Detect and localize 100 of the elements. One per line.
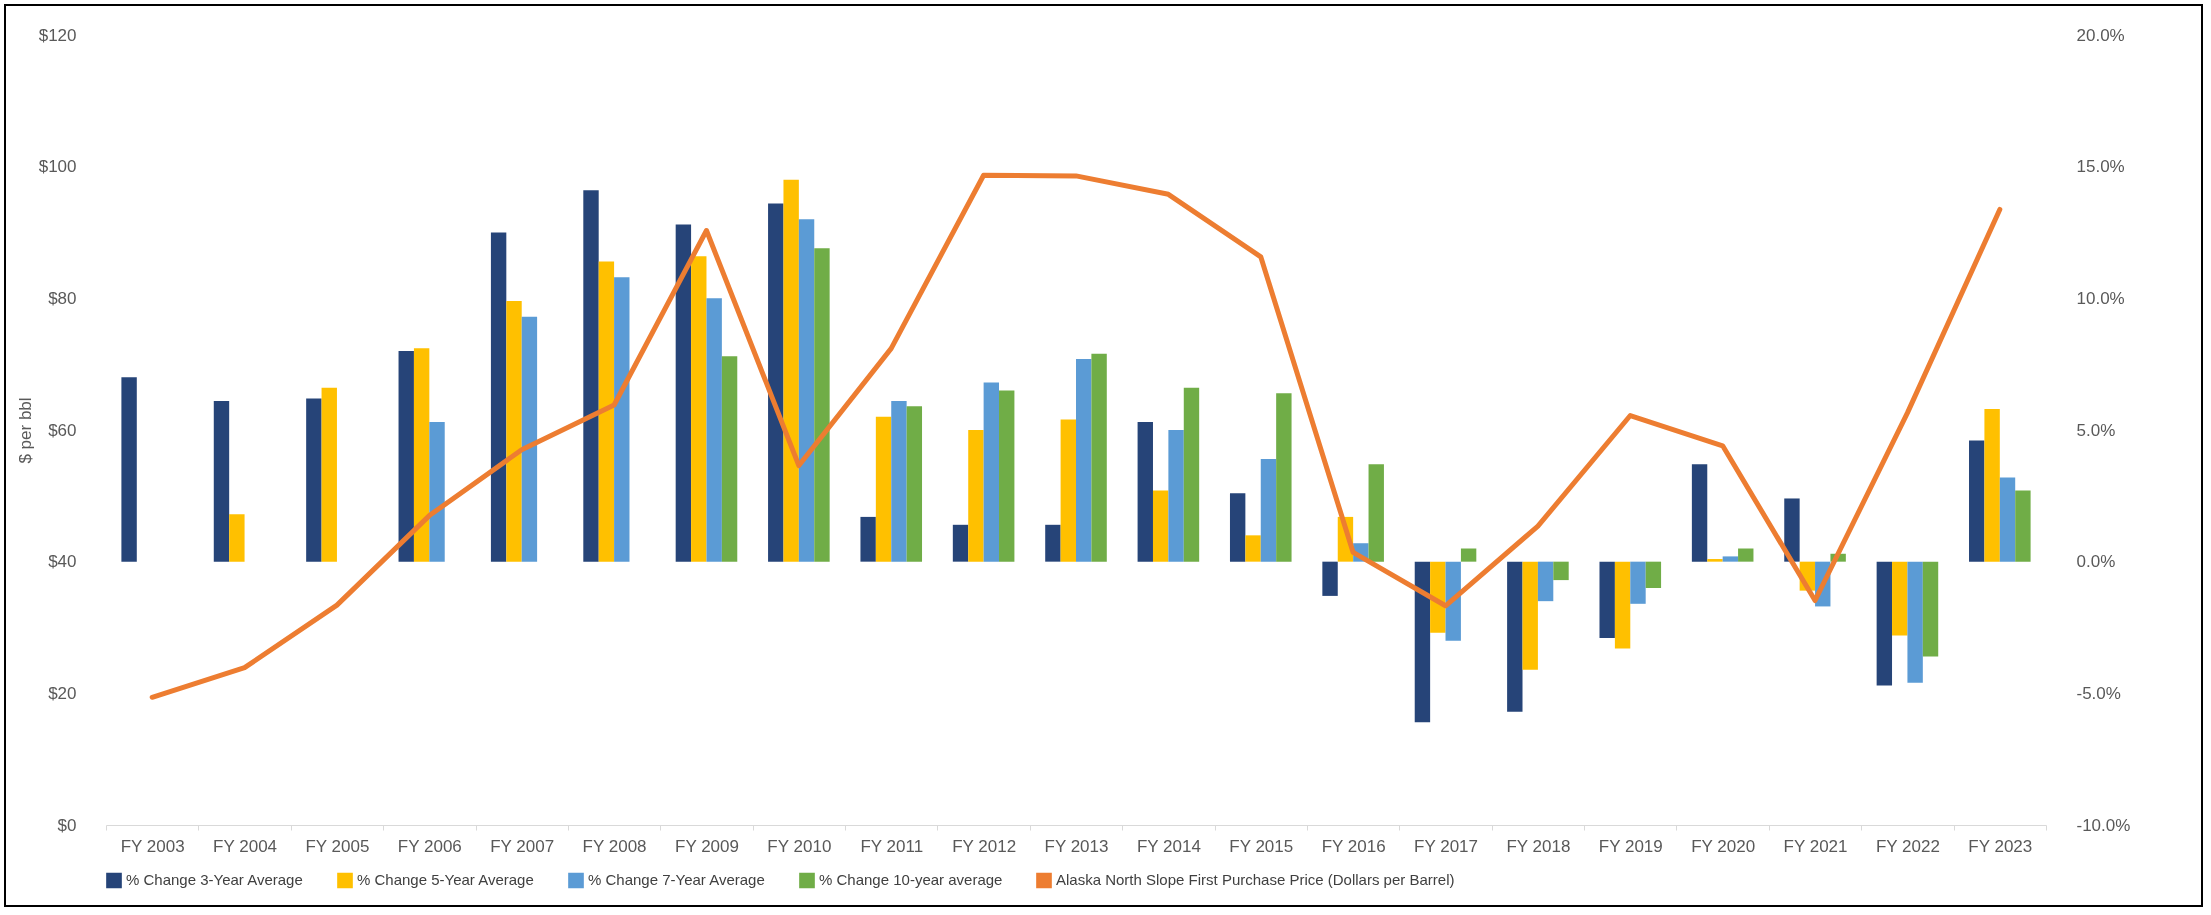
bar [506, 300, 522, 562]
bar [1045, 524, 1061, 562]
x-tick-label: FY 2006 [397, 836, 462, 856]
y2-tick-label: 15.0% [2076, 157, 2125, 177]
bar [1984, 408, 2000, 562]
y-tick-label: $0 [57, 815, 77, 835]
bar [1322, 561, 1338, 596]
bar [1999, 477, 2016, 562]
bar [398, 351, 414, 562]
bar [814, 248, 830, 562]
bar [983, 382, 1000, 562]
y-tick-label: $60 [48, 420, 77, 440]
bar [952, 524, 969, 562]
bar [598, 261, 615, 562]
y-tick-label: $40 [48, 552, 77, 572]
y-tick-label: $120 [38, 25, 77, 45]
bar [1691, 464, 1708, 562]
x-tick-label: FY 2010 [767, 836, 832, 856]
y2-tick-label: -5.0% [2076, 683, 2121, 703]
bar [875, 416, 892, 562]
bar [1168, 430, 1184, 562]
y2-tick-label: -10.0% [2076, 815, 2131, 835]
legend-label: % Change 10-year average [819, 871, 1003, 889]
bar [306, 398, 322, 562]
bar [521, 316, 538, 562]
bar [675, 224, 692, 562]
bar [1784, 498, 1800, 562]
bar [1276, 393, 1292, 562]
x-tick-label: FY 2013 [1044, 836, 1109, 856]
bar [721, 356, 738, 562]
x-tick-label: FY 2011 [860, 836, 924, 856]
x-tick-label: FY 2014 [1136, 836, 1201, 856]
y2-tick-label: 20.0% [2076, 25, 2125, 45]
bar [614, 277, 630, 562]
bar [229, 514, 245, 562]
bar [429, 422, 445, 562]
x-tick-label: FY 2005 [305, 836, 370, 856]
bar [1537, 561, 1554, 602]
x-tick-label: FY 2023 [1968, 836, 2033, 856]
bar [768, 203, 784, 562]
x-tick-label: FY 2022 [1875, 836, 1940, 856]
bar [1368, 464, 1384, 562]
bar [968, 430, 984, 562]
bar [1614, 561, 1631, 649]
bar [906, 406, 923, 562]
bar [1076, 358, 1092, 562]
y-tick-label: $100 [38, 157, 77, 177]
bar [999, 390, 1015, 562]
bar [1414, 561, 1431, 723]
x-tick-label: FY 2008 [582, 836, 647, 856]
bar [798, 219, 815, 562]
bar [1245, 535, 1261, 562]
y2-tick-label: 5.0% [2076, 420, 2116, 440]
legend-label: Alaska North Slope First Purchase Price (Dollars per Barrel) [1056, 871, 1455, 889]
bar [1969, 440, 1985, 562]
bar [1460, 548, 1477, 562]
bar [490, 232, 507, 562]
x-tick-label: FY 2019 [1598, 836, 1663, 856]
x-tick-label: FY 2009 [674, 836, 739, 856]
bar [691, 256, 707, 562]
bar [1892, 561, 1908, 636]
x-tick-label: FY 2012 [952, 836, 1017, 856]
x-tick-label: FY 2015 [1229, 836, 1294, 856]
bar [1707, 559, 1723, 562]
bar [1522, 561, 1538, 670]
x-tick-label: FY 2018 [1506, 836, 1571, 856]
bar [321, 387, 337, 562]
x-tick-label: FY 2021 [1783, 836, 1848, 856]
bar [860, 516, 876, 562]
bar [1645, 561, 1662, 588]
bar [1722, 556, 1739, 562]
x-tick-label: FY 2020 [1691, 836, 1756, 856]
x-tick-label: FY 2017 [1414, 836, 1479, 856]
x-tick-label: FY 2007 [490, 836, 555, 856]
legend-label: % Change 7-Year Average [588, 871, 765, 889]
bar [1630, 561, 1646, 604]
bar [1430, 561, 1446, 633]
x-tick-label: FY 2016 [1321, 836, 1386, 856]
bar [1507, 561, 1523, 712]
x-tick-label: FY 2003 [120, 836, 185, 856]
bar [1091, 353, 1107, 562]
y-axis-title: $ per bbl [15, 397, 35, 464]
bar [1229, 493, 1246, 562]
bar [706, 298, 722, 562]
bar [1599, 561, 1615, 639]
bar [413, 348, 430, 562]
bar [1738, 548, 1754, 562]
bar [783, 179, 799, 562]
legend-label: % Change 3-Year Average [126, 871, 303, 889]
bar [1152, 490, 1169, 562]
bar [1183, 387, 1200, 562]
bar [1876, 561, 1893, 686]
bar [1907, 561, 1923, 683]
bar [1137, 422, 1153, 562]
x-tick-label: FY 2004 [213, 836, 278, 856]
bar [121, 377, 137, 562]
legend-label: % Change 5-Year Average [357, 871, 534, 889]
bar [583, 190, 599, 562]
y2-tick-label: 0.0% [2076, 552, 2116, 572]
bar [1922, 561, 1939, 657]
